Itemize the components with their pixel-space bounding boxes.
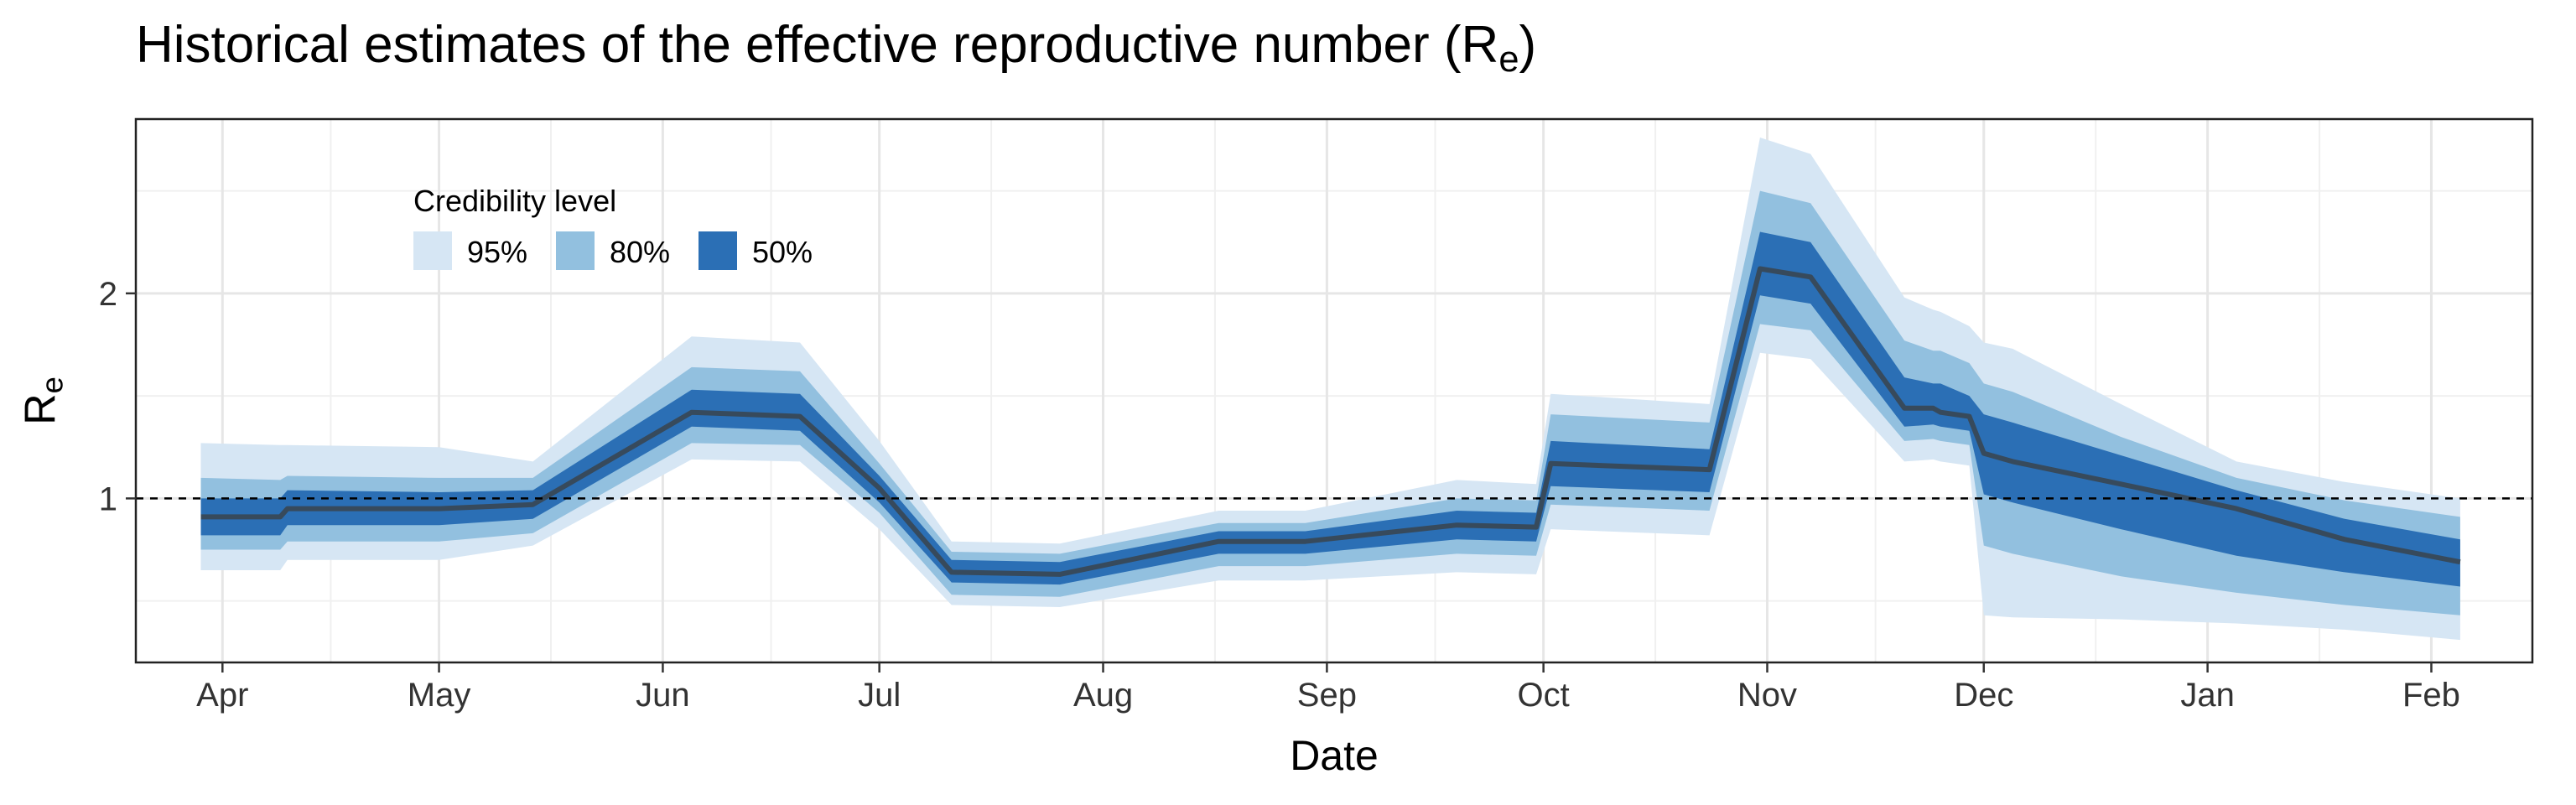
y-axis-title-main: R: [16, 393, 65, 425]
legend: Credibility level 95% 80% 50%: [413, 184, 813, 270]
x-tick-label-sep: Sep: [1297, 677, 1357, 714]
y-tick-label-2: 2: [99, 276, 117, 313]
chart-title-subscript: e: [1498, 39, 1519, 80]
y-axis-title-subscript: e: [34, 377, 70, 394]
x-tick-label-dec: Dec: [1954, 677, 2013, 714]
chart-title-main: Historical estimates of the effective re…: [136, 16, 1499, 74]
legend-label-95pct: 95%: [467, 235, 527, 269]
x-tick-label-aug: Aug: [1073, 677, 1133, 714]
band-50pct: [200, 231, 2460, 587]
y-axis: 12: [99, 276, 136, 517]
x-axis-title: Date: [1290, 732, 1379, 779]
legend-label-50pct: 50%: [752, 235, 813, 269]
x-tick-label-nov: Nov: [1737, 677, 1797, 714]
chart-title-close: ): [1519, 16, 1537, 74]
x-tick-label-jan: Jan: [2180, 677, 2235, 714]
y-axis-title: Re: [15, 377, 70, 425]
legend-key-50pct: [699, 231, 737, 270]
median-line: [200, 266, 2461, 577]
chart-title: Historical estimates of the effective re…: [136, 15, 1536, 80]
legend-key-80pct: [556, 231, 595, 270]
x-tick-label-jun: Jun: [636, 677, 690, 714]
x-axis: Apr May Jun Jul Aug Sep Oct Nov Dec Jan Feb: [196, 662, 2460, 714]
plot-panel-border: [134, 117, 2534, 664]
x-tick-label-apr: Apr: [196, 677, 248, 714]
x-tick-label-jul: Jul: [858, 677, 901, 714]
legend-key-95pct: [413, 231, 452, 270]
y-tick-label-1: 1: [99, 480, 117, 517]
median-line-group: [200, 266, 2461, 577]
legend-label-80pct: 80%: [610, 235, 670, 269]
x-tick-label-oct: Oct: [1518, 677, 1570, 714]
legend-title: Credibility level: [413, 184, 616, 218]
x-tick-label-may: May: [408, 677, 471, 714]
x-tick-label-feb: Feb: [2402, 677, 2460, 714]
